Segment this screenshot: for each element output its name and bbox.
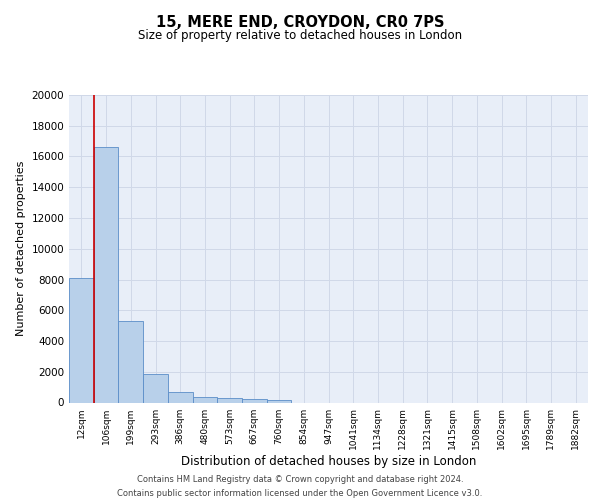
Bar: [168, 392, 193, 402]
Text: Size of property relative to detached houses in London: Size of property relative to detached ho…: [138, 29, 462, 42]
Y-axis label: Number of detached properties: Number of detached properties: [16, 161, 26, 336]
Bar: [143, 374, 168, 402]
Bar: [118, 321, 143, 402]
Text: Contains HM Land Registry data © Crown copyright and database right 2024.
Contai: Contains HM Land Registry data © Crown c…: [118, 476, 482, 498]
Bar: [94, 148, 118, 402]
Bar: [69, 278, 94, 402]
Bar: [267, 400, 292, 402]
Bar: [193, 396, 217, 402]
Text: 15, MERE END, CROYDON, CR0 7PS: 15, MERE END, CROYDON, CR0 7PS: [156, 15, 444, 30]
Bar: [242, 400, 267, 402]
X-axis label: Distribution of detached houses by size in London: Distribution of detached houses by size …: [181, 455, 476, 468]
Bar: [217, 398, 242, 402]
